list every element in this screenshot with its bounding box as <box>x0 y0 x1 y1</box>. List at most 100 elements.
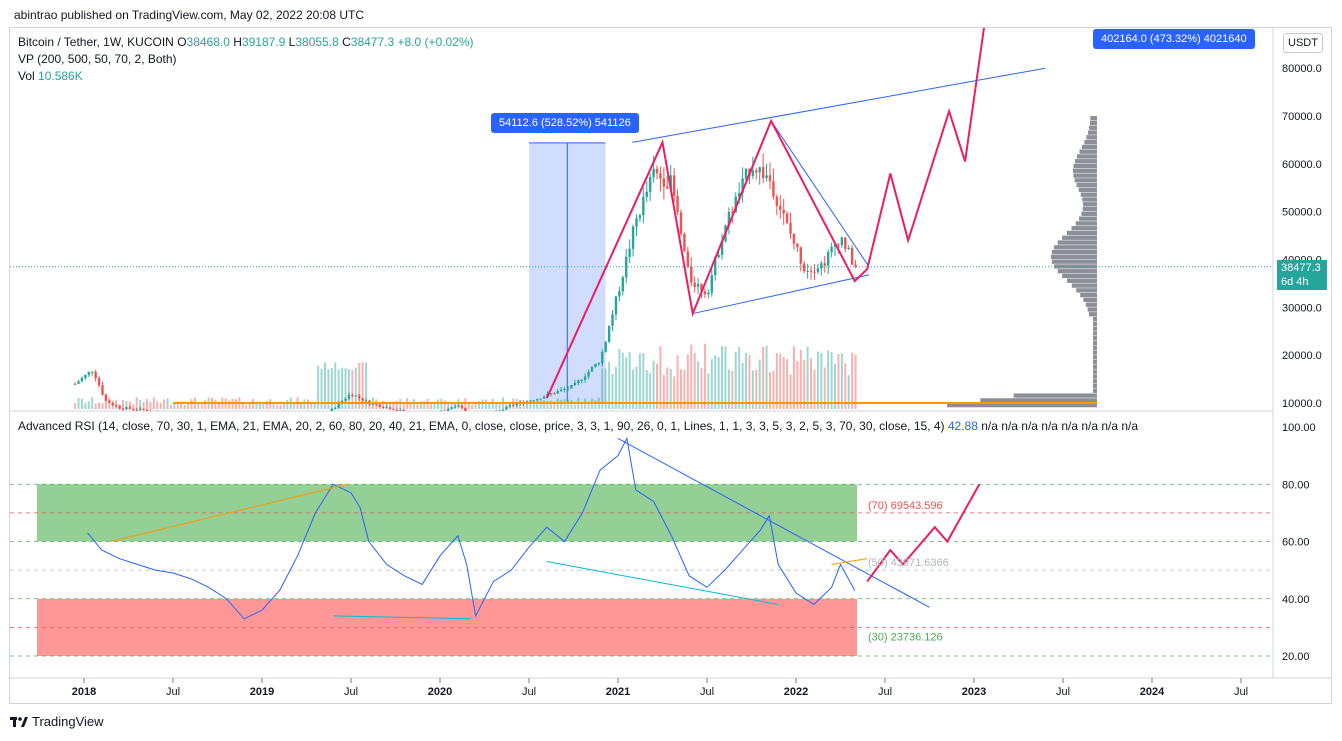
time-axis-tick: Jul <box>344 686 358 698</box>
volume-bar <box>724 346 727 409</box>
candle-body <box>549 393 553 395</box>
volume-bar <box>77 397 80 409</box>
candle-body <box>638 215 642 219</box>
volume-bar <box>707 373 710 409</box>
volume-bar <box>799 349 802 409</box>
volume-bar <box>649 372 652 409</box>
candle-body <box>406 412 408 413</box>
rsi-axis-tick: 40.00 <box>1282 594 1310 606</box>
volume-bar <box>608 361 611 409</box>
volume-bar <box>330 368 333 409</box>
volume-profile-bar <box>1093 374 1097 379</box>
symbol-legend[interactable]: Bitcoin / Tether, 1W, KUCOIN O38468.0 H3… <box>18 35 474 49</box>
volume-profile-bar <box>1093 379 1097 384</box>
candle-body <box>645 191 648 197</box>
volume-bar <box>368 404 371 409</box>
volume-bar <box>142 402 145 409</box>
candle-body <box>662 178 666 187</box>
candle-body <box>583 376 587 380</box>
candle-body <box>468 413 470 415</box>
candle-body <box>659 173 662 179</box>
volume-profile-bar <box>1080 293 1097 298</box>
volume-bar <box>532 401 535 409</box>
volume-bar <box>686 354 689 409</box>
candle-body <box>761 167 765 179</box>
volume-bar <box>378 402 381 409</box>
volume-bar <box>652 360 655 409</box>
time-axis-tick: 2023 <box>962 686 986 698</box>
rsi-legend[interactable]: Advanced RSI (14, close, 70, 30, 1, EMA,… <box>18 419 1138 433</box>
candle-body <box>690 266 693 283</box>
volume-profile-bar <box>1090 116 1097 121</box>
volume-bar <box>573 404 576 409</box>
candle-body <box>775 196 779 206</box>
volume-bar <box>293 403 296 409</box>
time-axis-tick: Jul <box>878 686 892 698</box>
volume-bar <box>327 369 330 409</box>
volume-bar <box>751 370 754 409</box>
vp-legend[interactable]: VP (200, 500, 50, 70, 2, Both) <box>18 52 177 66</box>
price-axis-tick: 20000.0 <box>1282 350 1322 362</box>
volume-bar <box>755 369 758 409</box>
chart-frame <box>9 27 1332 704</box>
volume-bar <box>851 352 854 409</box>
candle-body <box>443 410 446 411</box>
volume-bar <box>402 402 405 409</box>
volume-bar <box>241 403 244 409</box>
volume-bar <box>697 361 700 409</box>
volume-profile-bar <box>1079 216 1097 221</box>
volume-bar <box>834 363 837 409</box>
volume-bar <box>101 403 104 409</box>
candle-body <box>611 314 614 326</box>
volume-bar <box>700 367 703 409</box>
volume-bar <box>522 404 525 409</box>
rsi-axis-tick: 60.00 <box>1282 537 1310 549</box>
candle-body <box>539 398 542 400</box>
volume-bar <box>546 400 549 409</box>
volume-profile-bar <box>1083 297 1097 303</box>
candle-body <box>635 218 638 227</box>
candle-body <box>87 372 90 375</box>
candle-body <box>159 413 161 415</box>
volume-bar <box>173 403 176 409</box>
volume-bar <box>488 402 491 409</box>
vol-legend[interactable]: Vol 10.586K <box>18 69 83 83</box>
volume-profile-bar <box>1082 202 1097 207</box>
volume-bar <box>618 348 621 409</box>
bar-countdown: 6d 4h <box>1281 276 1309 288</box>
candle-body <box>652 168 655 178</box>
measure-tag-left[interactable]: 54112.6 (528.52%) 541126 <box>491 113 639 133</box>
candle-body <box>833 244 837 247</box>
candle-body <box>806 270 809 272</box>
volume-bar <box>529 403 532 409</box>
volume-bar <box>621 352 624 409</box>
rsi-trendline <box>831 558 868 565</box>
volume-bar <box>570 399 573 409</box>
tradingview-brand[interactable]: TradingView <box>10 714 104 729</box>
volume-bar <box>495 403 498 409</box>
volume-bar <box>132 403 135 409</box>
volume-bar <box>128 401 131 409</box>
candle-body <box>364 400 368 402</box>
volume-bar <box>217 401 220 409</box>
candle-body <box>669 175 672 189</box>
volume-bar <box>810 358 813 409</box>
rsi-projection-path <box>866 483 981 583</box>
volume-profile-bar <box>1093 350 1097 355</box>
volume-profile-bar <box>1062 273 1097 279</box>
volume-bar <box>262 403 265 409</box>
volume-bar <box>245 404 248 409</box>
volume-profile-bar <box>1071 283 1097 288</box>
candle-body <box>529 400 532 402</box>
currency-button[interactable]: USDT <box>1283 33 1323 53</box>
volume-bar <box>454 403 457 409</box>
volume-bar <box>176 401 179 409</box>
measure-tag-right[interactable]: 402164.0 (473.32%) 4021640 <box>1093 29 1255 49</box>
candle-body <box>693 282 696 287</box>
candle-body <box>676 195 679 213</box>
volume-profile-bar <box>1050 254 1097 260</box>
volume-bar <box>721 346 724 409</box>
volume-bar <box>505 402 508 409</box>
volume-bar <box>539 400 542 409</box>
